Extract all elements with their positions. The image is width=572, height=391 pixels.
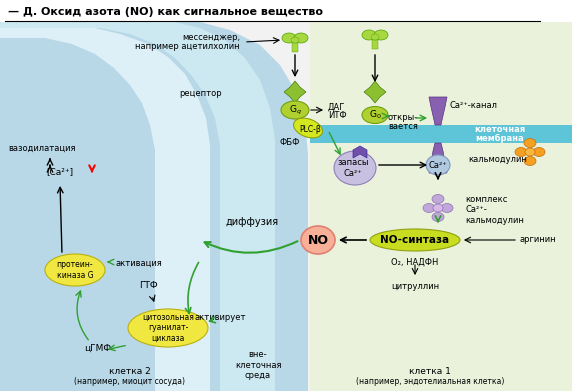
Ellipse shape: [128, 309, 208, 347]
Text: NO: NO: [308, 233, 328, 246]
Polygon shape: [0, 22, 308, 391]
Text: клетка 1: клетка 1: [409, 368, 451, 377]
Ellipse shape: [301, 226, 335, 254]
Text: протеин-
киназа G: протеин- киназа G: [57, 260, 93, 280]
Text: Ca²⁺-канал: Ca²⁺-канал: [450, 100, 498, 109]
Text: O₂, НАДФН: O₂, НАДФН: [391, 258, 439, 267]
Polygon shape: [310, 22, 572, 391]
Text: (например, миоцит сосуда): (например, миоцит сосуда): [74, 377, 185, 386]
Text: G$_q$: G$_q$: [288, 104, 301, 117]
Text: запасы
Ca²⁺: запасы Ca²⁺: [337, 158, 369, 178]
Text: NO-синтаза: NO-синтаза: [380, 235, 450, 245]
Text: — Д. Оксид азота (NO) как сигнальное вещество: — Д. Оксид азота (NO) как сигнальное вещ…: [8, 7, 323, 17]
Text: ИТФ: ИТФ: [328, 111, 347, 120]
Text: ГТФ: ГТФ: [138, 280, 157, 289]
Text: PLC-β: PLC-β: [299, 124, 321, 133]
Ellipse shape: [423, 203, 435, 212]
Ellipse shape: [294, 33, 308, 43]
Ellipse shape: [362, 30, 376, 40]
Text: вазодилатация: вазодилатация: [8, 143, 76, 152]
Text: [Ca²⁺]: [Ca²⁺]: [46, 167, 74, 176]
Ellipse shape: [426, 155, 450, 175]
Text: мессенджер,
например ацетилхолин: мессенджер, например ацетилхолин: [136, 33, 240, 51]
Text: аргинин: аргинин: [520, 235, 557, 244]
Ellipse shape: [291, 37, 299, 43]
Text: откры-
вается: откры- вается: [388, 113, 418, 131]
Polygon shape: [0, 28, 210, 391]
Polygon shape: [310, 125, 572, 143]
Ellipse shape: [524, 138, 536, 147]
Ellipse shape: [524, 156, 536, 165]
Text: G$_0$: G$_0$: [369, 109, 382, 121]
Ellipse shape: [515, 147, 527, 156]
Ellipse shape: [293, 118, 323, 138]
Polygon shape: [364, 81, 386, 103]
Polygon shape: [0, 0, 572, 22]
Text: активирует: активирует: [194, 314, 246, 323]
Ellipse shape: [433, 204, 443, 212]
Ellipse shape: [362, 106, 388, 124]
Polygon shape: [0, 22, 275, 391]
Text: клетка 2: клетка 2: [109, 368, 151, 377]
Text: рецептор: рецептор: [180, 88, 222, 97]
Ellipse shape: [282, 33, 296, 43]
Polygon shape: [353, 146, 367, 158]
Text: цГМФ: цГМФ: [85, 344, 112, 353]
Text: Ca²⁺: Ca²⁺: [428, 160, 447, 170]
Text: ФБФ: ФБФ: [280, 138, 300, 147]
Text: диффузия: диффузия: [225, 217, 279, 227]
Ellipse shape: [432, 194, 444, 203]
Ellipse shape: [370, 229, 460, 251]
Polygon shape: [292, 43, 298, 52]
Text: цитозольная
гуанилат-
циклаза: цитозольная гуанилат- циклаза: [142, 313, 194, 343]
Ellipse shape: [371, 34, 379, 40]
Ellipse shape: [432, 212, 444, 221]
Polygon shape: [429, 97, 447, 125]
Polygon shape: [429, 143, 447, 173]
Text: вне-
клеточная
среда: вне- клеточная среда: [235, 350, 281, 380]
Ellipse shape: [281, 101, 309, 119]
Text: комплекс
Ca²⁺-
кальмодулин: комплекс Ca²⁺- кальмодулин: [465, 195, 524, 225]
Text: цитруллин: цитруллин: [391, 282, 439, 291]
Ellipse shape: [533, 147, 545, 156]
Ellipse shape: [374, 30, 388, 40]
Ellipse shape: [525, 148, 535, 156]
Text: кальмодулин: кальмодулин: [468, 156, 527, 165]
Polygon shape: [372, 40, 378, 49]
Ellipse shape: [441, 203, 453, 212]
Text: (например, эндотелиальная клетка): (например, эндотелиальная клетка): [356, 377, 504, 386]
Ellipse shape: [45, 254, 105, 286]
Polygon shape: [284, 81, 306, 103]
Text: активация: активация: [115, 258, 162, 267]
Ellipse shape: [334, 151, 376, 185]
Text: клеточная
мембрана: клеточная мембрана: [474, 125, 526, 143]
Text: ДАГ: ДАГ: [328, 102, 345, 111]
